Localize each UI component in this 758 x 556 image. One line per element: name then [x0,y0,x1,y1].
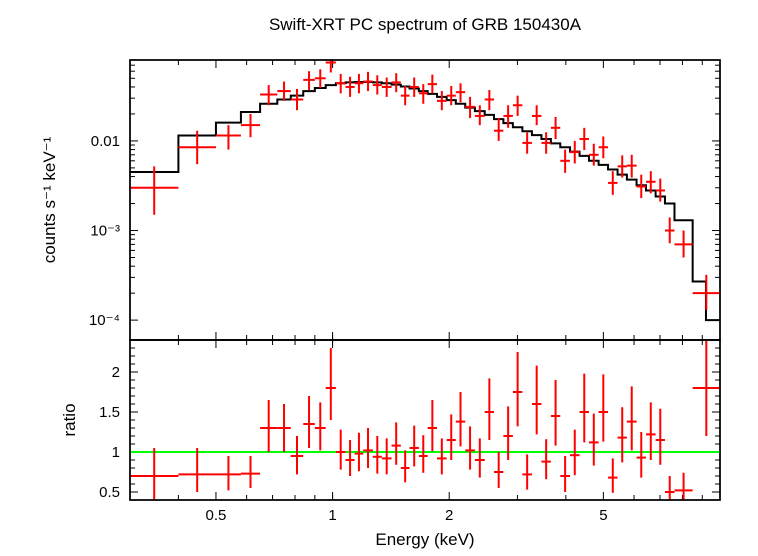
x-tick-label: 5 [599,507,607,524]
y-tick-label: 2 [112,364,120,381]
top-panel-frame-overlay [130,60,720,340]
y-axis-label-top: counts s⁻¹ keV⁻¹ [40,136,59,263]
model-curve [130,82,720,320]
chart-container: Swift-XRT PC spectrum of GRB 150430A 0.5 1… [0,0,758,556]
chart-title: Swift-XRT PC spectrum of GRB 150430A [269,15,582,34]
top-panel-frame [130,60,720,340]
y-axis-label-bottom: ratio [60,403,79,436]
y-tick-label: 10⁻³ [90,223,120,240]
y-tick-label: 1.5 [99,404,120,421]
y-tick-label: 0.01 [91,133,120,150]
y-tick-label: 1 [112,444,120,461]
x-tick-label: 0.5 [206,507,227,524]
y-tick-label: 10⁻⁴ [89,312,120,329]
spectrum-chart: Swift-XRT PC spectrum of GRB 150430A 0.5 1… [0,0,758,556]
x-tick-label: 1 [328,507,336,524]
y-tick-label: 0.5 [99,484,120,501]
x-axis-label: Energy (keV) [375,530,474,549]
x-tick-label: 2 [445,507,453,524]
